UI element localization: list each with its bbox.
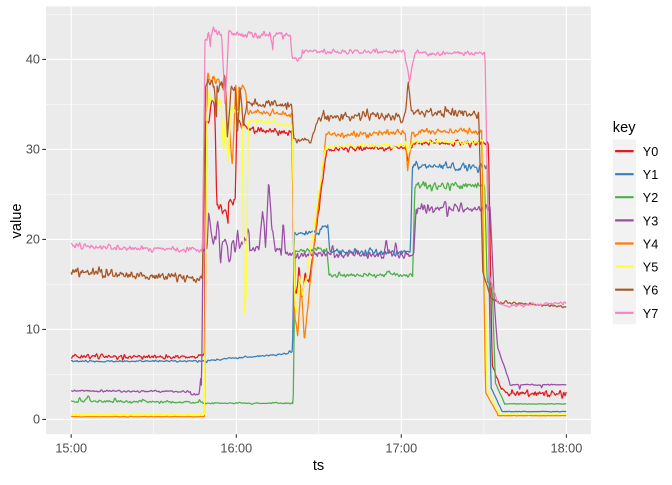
svg-text:18:00: 18:00 <box>551 442 583 456</box>
svg-text:ts: ts <box>313 458 324 474</box>
svg-text:Y6: Y6 <box>643 284 658 298</box>
svg-text:0: 0 <box>33 413 40 427</box>
svg-text:key: key <box>613 120 636 136</box>
svg-text:Y5: Y5 <box>643 261 658 275</box>
svg-text:Y2: Y2 <box>643 191 658 205</box>
svg-text:Y7: Y7 <box>643 307 658 321</box>
svg-text:30: 30 <box>26 143 40 157</box>
svg-text:20: 20 <box>26 233 40 247</box>
svg-text:value: value <box>9 204 25 239</box>
svg-text:16:00: 16:00 <box>220 442 252 456</box>
svg-text:17:00: 17:00 <box>385 442 417 456</box>
svg-text:Y4: Y4 <box>643 238 658 252</box>
svg-text:40: 40 <box>26 53 40 67</box>
svg-text:10: 10 <box>26 323 40 337</box>
svg-text:Y3: Y3 <box>643 214 658 228</box>
svg-text:Y1: Y1 <box>643 168 658 182</box>
svg-text:15:00: 15:00 <box>55 442 87 456</box>
svg-text:Y0: Y0 <box>643 145 658 159</box>
